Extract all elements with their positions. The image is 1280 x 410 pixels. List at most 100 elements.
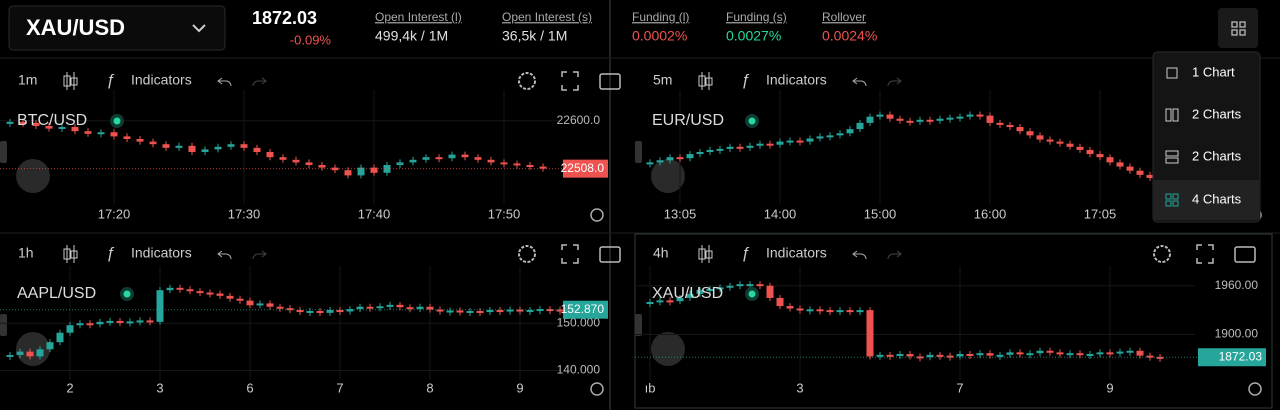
indicators[interactable]: Indicators bbox=[766, 72, 827, 88]
candle bbox=[188, 145, 196, 152]
panel-symbol: EUR/USD bbox=[652, 112, 724, 129]
candle bbox=[66, 325, 74, 333]
symbol-selector[interactable] bbox=[8, 5, 226, 51]
menu-item[interactable]: 2 Charts bbox=[1192, 148, 1242, 163]
price-label: 1872.03 bbox=[1219, 349, 1263, 363]
candle bbox=[1046, 139, 1054, 142]
candle bbox=[58, 127, 66, 130]
stat-value: 0.0027% bbox=[726, 28, 781, 44]
candle bbox=[1076, 146, 1084, 150]
candle bbox=[906, 120, 914, 123]
candle bbox=[166, 287, 174, 291]
watermark bbox=[16, 159, 50, 193]
stat-label: Open Interest (s) bbox=[502, 10, 592, 24]
candle bbox=[826, 135, 834, 138]
x-tick-label: 8 bbox=[426, 380, 433, 395]
candle bbox=[253, 147, 261, 152]
candle bbox=[356, 306, 364, 310]
candle bbox=[227, 144, 235, 147]
candle bbox=[676, 157, 684, 160]
undo[interactable] bbox=[852, 77, 867, 87]
candle-icon[interactable] bbox=[63, 72, 78, 90]
interval[interactable]: 5m bbox=[653, 72, 672, 88]
candle bbox=[214, 146, 222, 150]
candle bbox=[806, 138, 814, 142]
candle bbox=[946, 117, 954, 120]
interval[interactable]: 4h bbox=[653, 245, 669, 261]
menu-item[interactable]: 1 Chart bbox=[1192, 64, 1235, 79]
x-tick-label: 17:50 bbox=[488, 206, 521, 221]
candle bbox=[426, 306, 434, 310]
candle bbox=[856, 310, 864, 313]
candle bbox=[306, 310, 314, 313]
layout-button[interactable] bbox=[1218, 8, 1258, 48]
camera[interactable] bbox=[599, 73, 621, 90]
candle bbox=[186, 289, 194, 292]
candle bbox=[986, 353, 994, 356]
interval[interactable]: 1h bbox=[18, 245, 34, 261]
candle bbox=[1146, 355, 1154, 358]
candle bbox=[516, 309, 524, 312]
expand[interactable] bbox=[1196, 244, 1214, 264]
candle bbox=[686, 154, 694, 159]
candle-icon[interactable] bbox=[698, 245, 713, 263]
candle bbox=[146, 320, 154, 323]
x-tick-label: 17:40 bbox=[358, 206, 391, 221]
candle bbox=[110, 132, 118, 137]
candle bbox=[6, 354, 14, 357]
candle-icon[interactable] bbox=[63, 245, 78, 263]
price-tag bbox=[1198, 348, 1266, 367]
candle bbox=[1016, 352, 1024, 355]
camera[interactable] bbox=[599, 246, 621, 263]
candle bbox=[526, 310, 534, 313]
x-tick-label: ıb bbox=[645, 380, 656, 395]
redo[interactable] bbox=[887, 250, 902, 260]
price-tag bbox=[563, 159, 608, 178]
settings-small[interactable] bbox=[590, 382, 604, 396]
settings[interactable] bbox=[518, 72, 536, 90]
candle bbox=[886, 114, 894, 119]
indicators[interactable]: Indicators bbox=[131, 72, 192, 88]
candle-icon[interactable] bbox=[698, 72, 713, 90]
candle bbox=[6, 121, 14, 124]
settings[interactable] bbox=[1153, 245, 1171, 263]
candle bbox=[436, 309, 444, 312]
candle bbox=[1096, 352, 1104, 355]
x-tick-label: 15:00 bbox=[864, 206, 897, 221]
camera[interactable] bbox=[1234, 246, 1256, 263]
stat-label: Funding (l) bbox=[632, 10, 689, 24]
candle bbox=[123, 136, 131, 139]
candle bbox=[466, 310, 474, 313]
candle bbox=[1126, 350, 1134, 353]
candle bbox=[1006, 124, 1014, 128]
price: 1872.03 bbox=[252, 8, 317, 28]
undo[interactable] bbox=[217, 77, 232, 87]
candle bbox=[106, 320, 114, 323]
indicators[interactable]: Indicators bbox=[766, 245, 827, 261]
candle bbox=[474, 157, 482, 160]
menu-item[interactable]: 4 Charts bbox=[1192, 191, 1242, 206]
settings[interactable] bbox=[518, 245, 536, 263]
candle bbox=[896, 354, 904, 356]
fx-icon: ƒ bbox=[741, 72, 750, 89]
stat-value: 0.0002% bbox=[632, 28, 687, 44]
candle bbox=[1026, 131, 1034, 136]
candle bbox=[966, 354, 974, 356]
redo[interactable] bbox=[252, 77, 267, 87]
candle bbox=[976, 114, 984, 117]
expand[interactable] bbox=[561, 244, 579, 264]
undo[interactable] bbox=[217, 250, 232, 260]
settings-small[interactable] bbox=[590, 208, 604, 222]
price-tag bbox=[563, 300, 608, 319]
indicators[interactable]: Indicators bbox=[131, 245, 192, 261]
menu-item[interactable]: 2 Charts bbox=[1192, 106, 1242, 121]
redo[interactable] bbox=[252, 250, 267, 260]
candle bbox=[240, 144, 248, 148]
interval[interactable]: 1m bbox=[18, 72, 37, 88]
redo[interactable] bbox=[887, 77, 902, 87]
candle bbox=[856, 122, 864, 130]
undo[interactable] bbox=[852, 250, 867, 260]
settings-small[interactable] bbox=[1248, 382, 1262, 396]
expand[interactable] bbox=[561, 71, 579, 91]
